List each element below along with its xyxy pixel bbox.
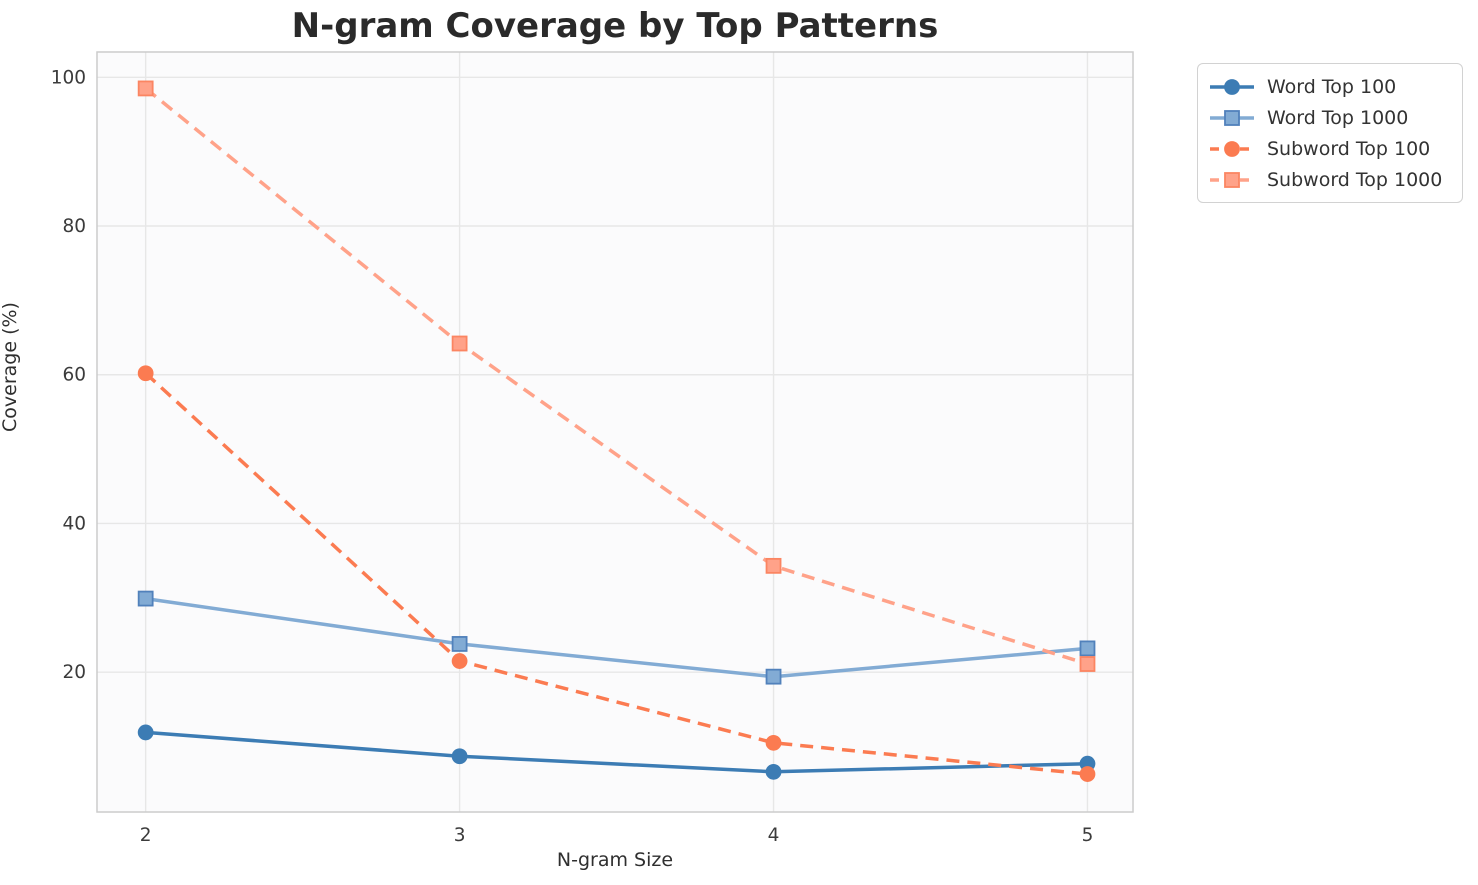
y-tick-label-40: 40 (62, 513, 86, 534)
legend-label-word-top-100: Word Top 100 (1267, 75, 1397, 98)
legend-marker-subword-top-100 (1224, 140, 1240, 157)
series-marker-subword-top-100-x2 (137, 365, 154, 382)
series-line-word-top-1000 (145, 596, 1088, 679)
legend-label-subword-top-1000: Subword Top 1000 (1267, 168, 1443, 191)
series-line-word-top-100 (145, 730, 1088, 774)
legend-item-word-top-1000: Word Top 1000 (1208, 104, 1450, 131)
y-tick-label-100: 100 (51, 67, 86, 88)
x-tick-label-3: 3 (454, 825, 466, 846)
series-line-subword-top-100 (144, 372, 1088, 776)
legend-marker-word-top-100 (1224, 78, 1240, 95)
series-line-subword-top-1000 (144, 87, 1089, 666)
legend-marker-word-top-1000 (1224, 109, 1240, 126)
x-tick-label-2: 2 (140, 825, 152, 846)
legend-marker-subword-top-1000 (1224, 171, 1240, 188)
plot-area (97, 52, 1133, 812)
y-tick-label-80: 80 (62, 216, 86, 237)
series-marker-word-top-100-x2 (137, 724, 154, 741)
legend: Word Top 100 Word Top 1000 Subword Top 100… (1197, 63, 1463, 203)
series-marker-subword-top-100-x3 (451, 653, 468, 669)
legend-swatch-subword-top-1000 (1210, 171, 1254, 188)
y-tick-label-20: 20 (62, 662, 86, 683)
legend-label-subword-top-100: Subword Top 100 (1267, 137, 1431, 160)
legend-item-subword-top-100: Subword Top 100 (1208, 135, 1450, 162)
series-marker-word-top-1000-x2 (137, 590, 154, 607)
series-marker-subword-top-100-x4 (765, 734, 782, 751)
series-marker-word-top-1000-x3 (451, 636, 468, 652)
legend-item-subword-top-1000: Subword Top 1000 (1208, 166, 1450, 193)
series-marker-word-top-1000-x5 (1079, 640, 1096, 657)
series-marker-subword-top-1000-x3 (451, 335, 468, 352)
legend-swatch-word-top-1000 (1210, 109, 1254, 126)
legend-swatch-subword-top-100 (1210, 140, 1254, 157)
series-marker-word-top-100-x3 (451, 748, 468, 765)
series-marker-subword-top-1000-x5 (1079, 656, 1096, 672)
legend-label-word-top-1000: Word Top 1000 (1267, 106, 1409, 129)
series-marker-subword-top-1000-x2 (137, 80, 154, 97)
series-marker-subword-top-1000-x4 (765, 557, 782, 574)
plot-spines (96, 51, 1134, 813)
x-axis-label: N-gram Size (556, 849, 674, 871)
y-tick-label-60: 60 (62, 365, 86, 386)
series-subword-top-100 (137, 365, 1096, 782)
y-axis-label-text: Coverage (%) (0, 302, 21, 432)
series-word-top-1000 (137, 590, 1096, 685)
x-tick-label-4: 4 (768, 825, 780, 846)
legend-swatch-word-top-100 (1210, 78, 1254, 95)
series-subword-top-1000 (137, 80, 1096, 672)
series-marker-subword-top-100-x5 (1079, 766, 1096, 782)
chart-title: N-gram Coverage by Top Patterns (291, 6, 939, 46)
series-marker-word-top-1000-x4 (765, 668, 782, 685)
series-marker-word-top-100-x4 (765, 763, 782, 780)
legend-item-word-top-100: Word Top 100 (1208, 73, 1450, 100)
x-tick-label-5: 5 (1082, 825, 1094, 846)
